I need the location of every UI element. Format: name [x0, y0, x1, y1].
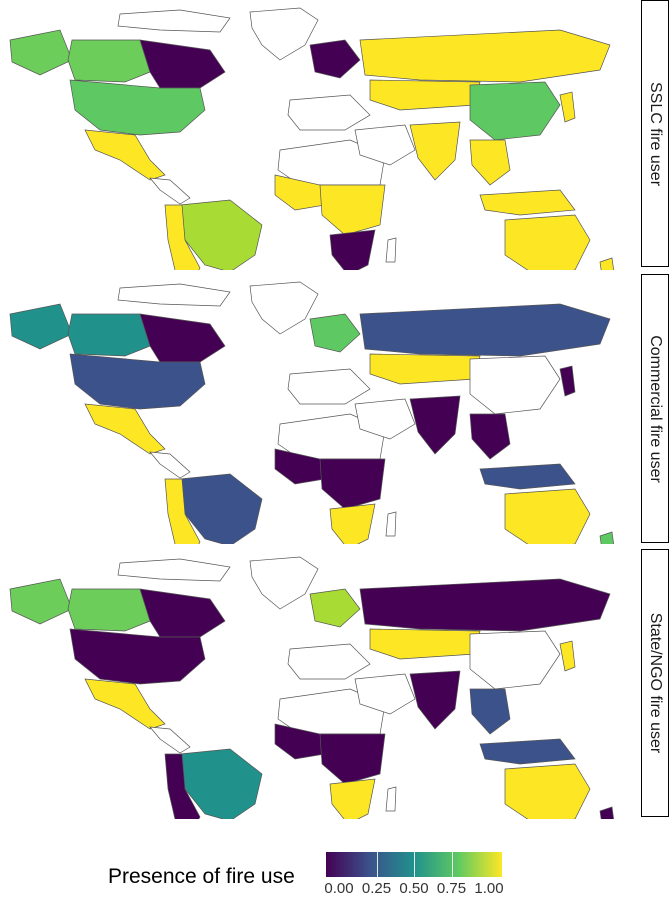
region-indonesia	[479, 463, 576, 490]
region-canada-east	[139, 313, 226, 363]
map-panel-commercial: Commercial fire user	[0, 274, 672, 544]
region-se-asia	[469, 413, 511, 460]
region-nz	[599, 257, 614, 270]
legend-title: Presence of fire use	[108, 865, 295, 888]
region-southern-africa	[329, 778, 376, 819]
region-madagascar	[385, 237, 397, 263]
region-australia	[504, 488, 591, 544]
region-nz	[599, 531, 614, 544]
region-arctic-islands	[117, 9, 231, 33]
facet-label-sslc: SSLC fire user	[647, 81, 664, 186]
region-central-am	[149, 726, 191, 754]
region-canada-west	[67, 39, 151, 83]
region-mexico	[84, 403, 166, 455]
region-se-asia	[469, 139, 511, 186]
region-australia	[504, 214, 591, 270]
region-greenland	[249, 7, 319, 61]
region-japan	[559, 640, 576, 672]
region-se-asia	[469, 688, 511, 735]
facet-strip-commercial: Commercial fire user	[641, 274, 669, 543]
region-middle-east	[354, 398, 416, 440]
region-japan	[559, 365, 576, 397]
region-west-africa	[274, 174, 326, 211]
region-china	[469, 81, 561, 141]
region-alaska	[9, 578, 73, 625]
facet-strip-sslc: SSLC fire user	[641, 0, 669, 267]
region-west-africa	[274, 723, 326, 760]
region-china	[469, 355, 561, 415]
region-australia	[504, 763, 591, 819]
region-southern-africa	[329, 503, 376, 544]
region-canada-west	[67, 313, 151, 357]
region-canada-east	[139, 39, 226, 89]
facet-strip-state-ngo: State/NGO fire user	[641, 549, 669, 817]
region-scandinavia	[309, 588, 361, 628]
region-middle-east	[354, 673, 416, 715]
region-alaska	[9, 303, 73, 350]
region-usa	[69, 628, 206, 685]
region-brazil	[179, 199, 263, 270]
region-scandinavia	[309, 39, 361, 79]
region-india	[409, 670, 461, 730]
region-indonesia	[479, 189, 576, 216]
region-arctic-islands	[117, 558, 231, 582]
world-map-sslc	[9, 7, 614, 270]
legend-tick-label: 1.00	[474, 880, 504, 897]
region-india	[409, 395, 461, 455]
legend-tick-label: 0.00	[324, 880, 354, 897]
region-greenland	[249, 556, 319, 610]
region-madagascar	[385, 511, 397, 537]
legend-tick-label: 0.25	[361, 880, 392, 897]
facet-label-state-ngo: State/NGO fire user	[647, 612, 664, 754]
region-central-africa	[319, 733, 386, 785]
region-greenland	[249, 281, 319, 335]
map-panel-sslc: SSLC fire user	[0, 0, 672, 270]
region-andes	[164, 204, 201, 270]
region-india	[409, 121, 461, 181]
region-andes	[164, 753, 201, 819]
region-central-africa	[319, 184, 386, 236]
world-map-commercial	[9, 281, 614, 544]
region-nz	[599, 806, 614, 819]
legend-tick-mark	[376, 852, 378, 877]
region-usa	[69, 353, 206, 410]
region-brazil	[179, 473, 263, 544]
region-central-am	[149, 177, 191, 205]
region-mexico	[84, 129, 166, 181]
region-brazil	[179, 748, 263, 819]
world-map-state-ngo	[9, 556, 614, 819]
region-indonesia	[479, 738, 576, 765]
legend-tick-mark	[414, 852, 415, 877]
region-china	[469, 630, 561, 690]
region-mexico	[84, 678, 166, 730]
region-andes	[164, 478, 201, 544]
region-central-asia	[369, 628, 481, 660]
region-west-africa	[274, 448, 326, 485]
region-europe	[287, 643, 371, 680]
legend-tick-label: 0.75	[436, 880, 467, 897]
region-central-asia	[369, 79, 481, 111]
region-alaska	[9, 29, 73, 76]
region-scandinavia	[309, 313, 361, 353]
region-europe	[287, 94, 371, 131]
region-madagascar	[385, 786, 397, 812]
region-canada-west	[67, 588, 151, 632]
facet-label-commercial: Commercial fire user	[647, 334, 664, 483]
region-middle-east	[354, 124, 416, 166]
region-central-asia	[369, 353, 481, 385]
region-central-africa	[319, 458, 386, 510]
region-canada-east	[139, 588, 226, 638]
region-russia	[359, 29, 611, 83]
map-panel-state-ngo: State/NGO fire user	[0, 549, 672, 819]
region-arctic-islands	[117, 283, 231, 307]
region-southern-africa	[329, 229, 376, 270]
region-europe	[287, 368, 371, 405]
region-usa	[69, 79, 206, 136]
region-russia	[359, 303, 611, 357]
legend-tick-mark	[451, 852, 453, 877]
region-russia	[359, 578, 611, 632]
region-japan	[559, 91, 576, 123]
legend-tick-label: 0.50	[399, 880, 429, 897]
region-central-am	[149, 451, 191, 479]
